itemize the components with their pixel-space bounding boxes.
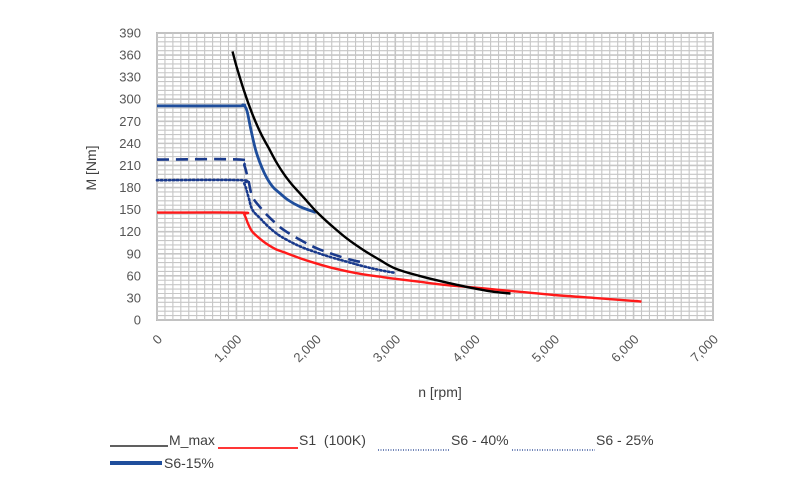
y-tick-label: 180: [119, 180, 141, 195]
x-tick-label: 2,000: [290, 332, 324, 366]
legend-label: S1 (100K): [299, 432, 366, 448]
y-tick-label: 360: [119, 48, 141, 63]
x-tick-labels: 0 1,000 2,000 3,000 4,000 5,000 6,000 7,000: [149, 332, 721, 366]
x-tick-label: 4,000: [449, 332, 483, 366]
y-tick-label: 270: [119, 114, 141, 129]
y-tick-labels: 0 30 60 90 120 150 180 210 240 270 300 330 360 390: [119, 26, 141, 328]
x-tick-label: 6,000: [608, 332, 642, 366]
legend-label: S6-15%: [164, 455, 214, 471]
x-tick-label: 1,000: [211, 332, 245, 366]
y-tick-label: 120: [119, 224, 141, 239]
y-axis-title: M [Nm]: [83, 145, 99, 190]
legend: M_max S1 (100K) S6 - 40% S6 - 25% S6-15%: [110, 432, 654, 471]
y-tick-label: 90: [127, 246, 141, 261]
series-lines: [155, 51, 642, 303]
y-tick-label: 0: [134, 313, 141, 328]
legend-label: M_max: [169, 432, 215, 448]
x-tick-label: 5,000: [529, 332, 563, 366]
x-tick-label: 7,000: [688, 332, 722, 366]
y-tick-label: 330: [119, 70, 141, 85]
x-axis-title: n [rpm]: [418, 384, 462, 400]
y-tick-label: 390: [119, 26, 141, 41]
y-tick-label: 300: [119, 92, 141, 107]
legend-label: S6 - 25%: [596, 432, 654, 448]
series-line-m-max: [231, 51, 511, 295]
x-tick-label: 3,000: [370, 332, 404, 366]
y-tick-label: 150: [119, 202, 141, 217]
y-tick-label: 210: [119, 158, 141, 173]
series-line-s6-25: [156, 157, 364, 264]
series-line-s6-40: [155, 178, 397, 275]
series-line-s6-15: [156, 103, 317, 214]
series-line-s1-100k: [156, 211, 642, 303]
legend-label: S6 - 40%: [451, 432, 509, 448]
x-tick-label: 0: [149, 332, 165, 348]
y-tick-label: 30: [127, 290, 141, 305]
y-tick-label: 60: [127, 268, 141, 283]
y-tick-label: 240: [119, 136, 141, 151]
